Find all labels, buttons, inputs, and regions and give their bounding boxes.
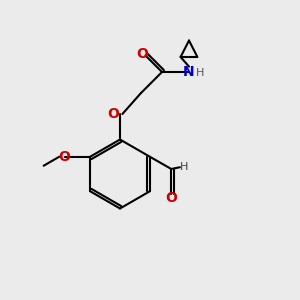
Text: O: O	[59, 150, 70, 164]
Text: O: O	[136, 47, 148, 61]
Text: H: H	[196, 68, 205, 79]
Text: N: N	[183, 65, 195, 79]
Text: O: O	[165, 191, 177, 205]
Text: O: O	[107, 107, 119, 121]
Text: H: H	[180, 162, 189, 172]
